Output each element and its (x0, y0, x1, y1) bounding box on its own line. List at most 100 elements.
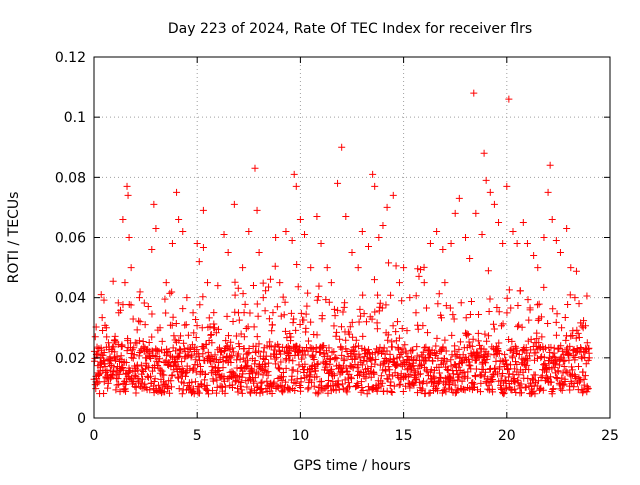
data-point (505, 95, 513, 103)
data-point (139, 366, 147, 374)
data-point (481, 368, 489, 376)
data-point (257, 365, 265, 373)
data-point (293, 260, 301, 268)
data-point (379, 221, 387, 229)
data-point (296, 343, 304, 351)
data-point (370, 276, 378, 284)
data-point (540, 283, 548, 291)
data-point (140, 299, 148, 307)
data-point (450, 377, 458, 385)
data-point (414, 325, 422, 333)
data-point (313, 331, 321, 339)
data-point (336, 335, 344, 343)
data-point (119, 301, 127, 309)
data-point (330, 305, 338, 313)
data-point (334, 306, 342, 314)
data-point (111, 348, 119, 356)
data-point (440, 359, 448, 367)
data-point (239, 354, 247, 362)
data-point (503, 182, 511, 190)
data-point (508, 337, 516, 345)
data-point (356, 354, 364, 362)
data-point (383, 203, 391, 211)
data-point (318, 343, 326, 351)
data-point (535, 300, 543, 308)
data-point (375, 234, 383, 241)
data-point (183, 369, 191, 377)
y-tick-label: 0 (77, 411, 86, 427)
data-point (507, 304, 515, 312)
data-point (373, 319, 381, 327)
data-point (554, 367, 562, 375)
data-point (331, 354, 339, 362)
data-point (442, 388, 450, 396)
data-point (446, 381, 454, 389)
data-point (193, 240, 201, 248)
data-point (392, 328, 400, 336)
data-point (416, 370, 424, 378)
data-point (469, 335, 477, 343)
data-point (506, 346, 514, 354)
data-point (548, 365, 556, 373)
data-point (503, 384, 511, 392)
data-point (192, 356, 200, 364)
data-point (465, 338, 473, 346)
data-point (499, 320, 507, 328)
data-point (125, 301, 133, 309)
data-point (210, 324, 218, 332)
x-tick-label: 20 (498, 428, 516, 444)
data-point (235, 342, 243, 350)
data-point (338, 143, 346, 151)
data-point (541, 344, 549, 352)
data-point (437, 374, 445, 382)
data-point (282, 227, 290, 235)
data-point (297, 309, 305, 317)
data-point (580, 381, 588, 389)
data-point (283, 348, 291, 356)
data-point (523, 357, 531, 365)
data-point (389, 322, 397, 330)
data-point (345, 379, 353, 387)
data-point (323, 264, 331, 272)
data-point (412, 309, 420, 317)
data-point (167, 377, 175, 385)
y-axis-label: ROTI / TECUs (6, 192, 22, 284)
data-point (515, 350, 523, 358)
data-point (170, 332, 178, 340)
data-point (146, 386, 154, 394)
data-point (395, 279, 403, 287)
data-point (332, 332, 340, 340)
data-point (276, 279, 284, 287)
data-point (237, 378, 245, 386)
data-point (577, 344, 585, 352)
data-point (583, 339, 591, 347)
data-point (540, 234, 548, 241)
data-point (489, 376, 497, 384)
data-point (455, 194, 463, 202)
data-point (161, 388, 169, 396)
data-point (546, 348, 554, 356)
data-point (177, 346, 185, 354)
data-point (413, 352, 421, 360)
data-point (248, 366, 256, 374)
data-point (523, 240, 531, 248)
data-point (186, 346, 194, 354)
data-point (161, 381, 169, 389)
data-point (238, 386, 246, 394)
data-point (296, 215, 304, 223)
data-point (175, 374, 183, 382)
data-point (246, 388, 254, 396)
data-point (434, 354, 442, 362)
data-point (255, 347, 263, 355)
data-point (571, 294, 579, 302)
data-point (423, 304, 431, 312)
data-point (269, 380, 277, 388)
data-point (522, 344, 530, 352)
data-point (376, 299, 384, 307)
data-point (313, 361, 321, 369)
data-point (304, 337, 312, 345)
data-point (265, 283, 273, 291)
data-point (499, 389, 507, 397)
